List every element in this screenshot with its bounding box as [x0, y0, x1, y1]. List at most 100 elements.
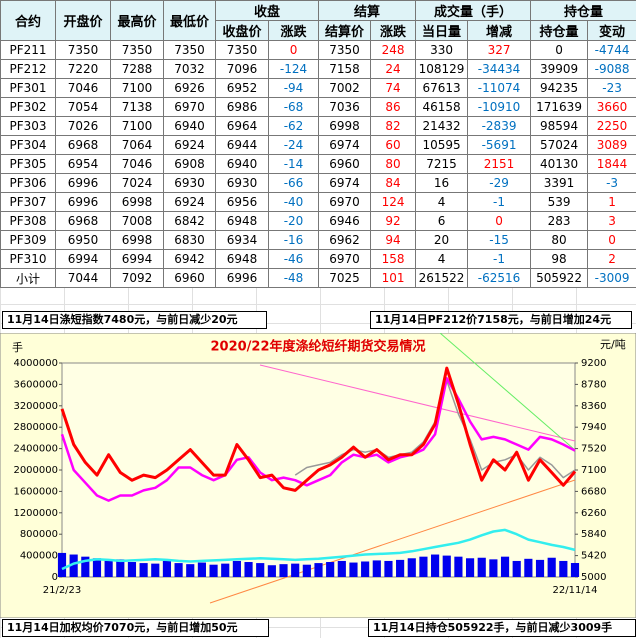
cell: 82 [370, 116, 417, 136]
y2-tick-label: 5840 [581, 529, 606, 540]
cell: 成交量（手） [415, 0, 532, 21]
cell: 108129 [415, 59, 469, 79]
cell: 0 [267, 40, 320, 60]
cell: 6924 [163, 192, 216, 212]
guide-line [209, 479, 576, 604]
cell: 6930 [215, 173, 269, 193]
bar [256, 563, 265, 577]
cell: 涨跌 [267, 20, 320, 41]
y2-tick-label: 5420 [581, 551, 606, 562]
cell: -5691 [467, 135, 532, 155]
note: 11月14日持仓505922手，与前日减少3009手 [368, 619, 636, 637]
cell: PF212 [0, 59, 56, 79]
bar [477, 557, 486, 577]
cell: 开盘价 [55, 0, 111, 41]
cell: -14 [267, 154, 320, 174]
bar [174, 563, 183, 577]
cell: 6948 [215, 211, 269, 231]
cell: 6964 [215, 116, 269, 136]
cell: -66 [267, 173, 320, 193]
cell: 涨跌 [370, 20, 417, 41]
cell: 6970 [163, 97, 216, 117]
bar [570, 563, 580, 577]
cell: 4 [415, 192, 469, 212]
guide-line [439, 333, 576, 451]
cell: 39909 [530, 59, 589, 79]
cell: 7350 [318, 40, 372, 60]
cell: 2250 [587, 116, 636, 136]
cell: 6952 [215, 78, 269, 98]
cell: -20 [267, 211, 320, 231]
bar [384, 560, 393, 577]
cell: 16 [415, 173, 469, 193]
cell: 6974 [318, 135, 372, 155]
y-tick-label: 2800000 [13, 422, 58, 433]
cell: 0 [530, 40, 589, 60]
y-tick-label: 2400000 [13, 444, 58, 455]
cell: 7096 [215, 59, 269, 79]
bar [454, 556, 463, 577]
bar [407, 558, 416, 577]
cell: 7054 [55, 97, 111, 117]
cell: 7046 [55, 78, 111, 98]
cell: 6998 [318, 116, 372, 136]
bar [512, 560, 521, 577]
cell: -24 [267, 135, 320, 155]
cell: 7215 [415, 154, 469, 174]
bar [419, 556, 428, 577]
y2-tick-label: 5000 [581, 572, 606, 583]
cell: 158 [370, 249, 417, 269]
bar [361, 561, 370, 577]
cell: -1 [467, 249, 532, 269]
cell: 7044 [55, 268, 111, 288]
bar [291, 563, 300, 577]
cell: 6944 [215, 135, 269, 155]
cell: 7064 [110, 135, 164, 155]
cell: PF308 [0, 211, 56, 231]
cell: 80 [370, 154, 417, 174]
cell: -46 [267, 249, 320, 269]
bar [197, 562, 206, 577]
cell: 6940 [215, 154, 269, 174]
cell: -62516 [467, 268, 532, 288]
cell: 539 [530, 192, 589, 212]
cell: 7026 [55, 116, 111, 136]
bar [559, 560, 568, 577]
y-tick-label: 3600000 [13, 379, 58, 390]
y2-tick-label: 7940 [581, 422, 606, 433]
cell: 7002 [318, 78, 372, 98]
y2-tick-label: 8360 [581, 401, 606, 412]
bar [232, 560, 241, 577]
cell: 7032 [163, 59, 216, 79]
cell: 0 [467, 211, 532, 231]
bar [151, 563, 160, 577]
cell: 6970 [318, 192, 372, 212]
bar [209, 564, 218, 577]
cell: 6996 [55, 173, 111, 193]
bar [69, 554, 78, 577]
cell: 持仓量 [530, 20, 589, 41]
cell: 6946 [318, 211, 372, 231]
cell: -124 [267, 59, 320, 79]
cell: 98 [530, 249, 589, 269]
cell: 6924 [163, 135, 216, 155]
cell: 收盘价 [215, 20, 269, 41]
cell: 7025 [318, 268, 372, 288]
cell: -9088 [587, 59, 636, 79]
bar [349, 562, 358, 577]
cell: 283 [530, 211, 589, 231]
bar [127, 562, 137, 577]
guide-line [259, 364, 576, 442]
cell: PF309 [0, 230, 56, 250]
y2-tick-label: 8780 [581, 379, 606, 390]
cell: 6962 [318, 230, 372, 250]
cell: -16 [267, 230, 320, 250]
cell: 6960 [163, 268, 216, 288]
cell: 最高价 [110, 0, 164, 41]
cell: 6954 [55, 154, 111, 174]
y-tick-label: 3200000 [13, 401, 58, 412]
cell: 94 [370, 230, 417, 250]
cell: 330 [415, 40, 469, 60]
cell: 74 [370, 78, 417, 98]
cell: -62 [267, 116, 320, 136]
